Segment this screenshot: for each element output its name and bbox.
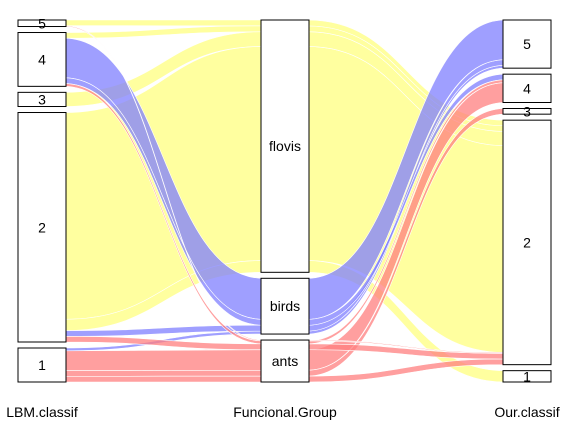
category-label-lbm-1: 1 [38,357,46,373]
flow-ribbon-1-ants-4 [63,349,264,371]
category-box-ours-3 [502,107,552,115]
category-box-ours-1 [502,370,552,383]
category-label-ours-3: 3 [523,103,531,119]
category-box-ours-4 [502,73,552,103]
category-box-group-flovis [260,19,310,273]
category-label-ours-4: 4 [523,80,531,96]
flows-layer [63,19,506,383]
category-label-group-flovis: flovis [269,138,301,154]
category-label-group-birds: birds [270,298,300,314]
category-label-ours-5: 5 [523,36,531,52]
category-label-lbm-3: 3 [38,91,46,107]
category-label-lbm-2: 2 [38,219,46,235]
category-box-ours-5 [502,19,552,69]
category-boxes-layer: 1 2 3 4 5 ants birds flovis 1 2 3 4 5 [17,15,552,384]
category-label-ours-1: 1 [523,368,531,384]
category-box-lbm-3 [17,91,67,108]
axis-titles-layer: LBM.classif Funcional.Group Our.classif [6,404,560,420]
flow-ribbon-5-flovis-2 [63,19,264,27]
category-label-ours-2: 2 [523,234,531,250]
axis-title-group: Funcional.Group [233,404,337,420]
category-box-lbm-1 [17,347,67,383]
category-label-lbm-4: 4 [38,51,46,67]
category-box-lbm-2 [17,112,67,343]
category-box-lbm-4 [17,32,67,87]
axis-title-ours: Our.classif [494,404,559,420]
category-label-group-ants: ants [272,353,298,369]
flow-ribbon-1-ants-3 [63,369,264,377]
flow-ribbon-1-ants-2 [63,375,264,383]
axis-title-lbm: LBM.classif [6,404,78,420]
category-label-lbm-5: 5 [38,15,46,31]
category-box-group-birds [260,277,310,335]
category-box-lbm-5 [17,19,67,28]
category-box-group-ants [260,339,310,383]
category-box-ours-2 [502,119,552,366]
